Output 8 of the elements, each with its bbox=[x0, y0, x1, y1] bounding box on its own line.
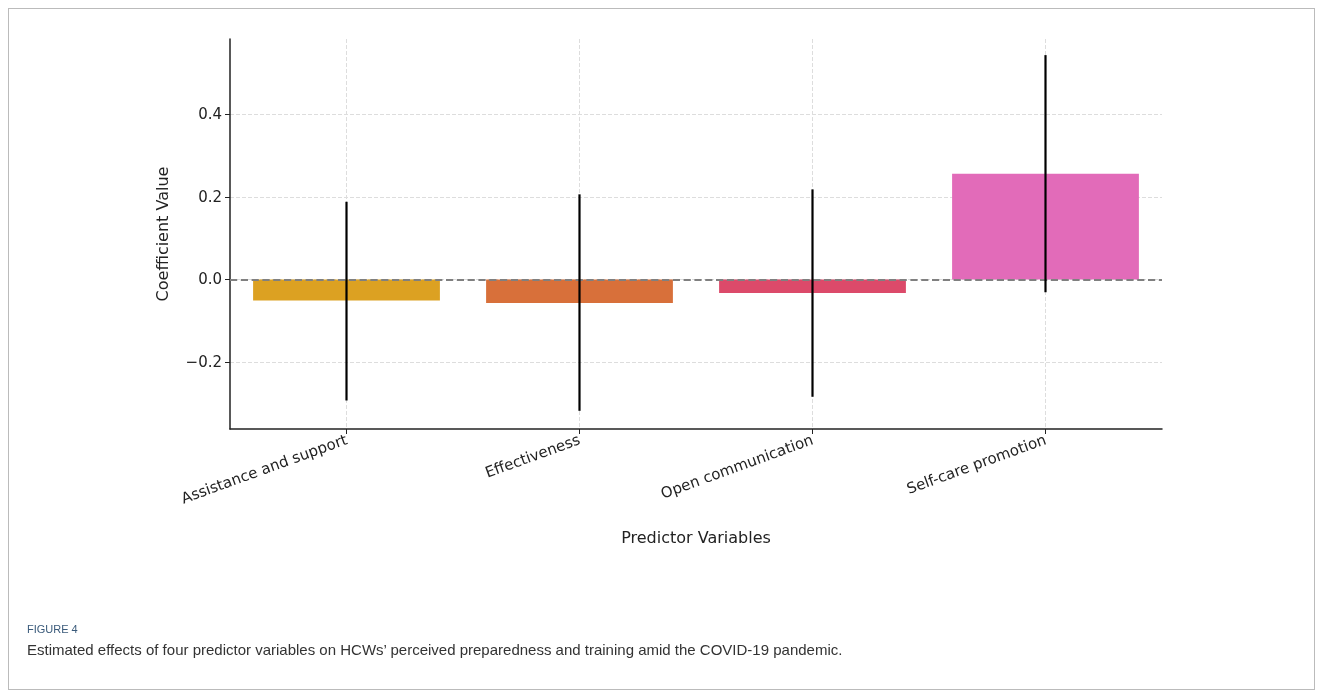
y-tick-label: 0.4 bbox=[198, 105, 222, 124]
y-axis-title: Coefficient Value bbox=[152, 166, 172, 302]
y-tick-label: 0.0 bbox=[198, 270, 222, 289]
y-tick-label: −0.2 bbox=[185, 353, 222, 372]
text: Estimated effects of four predictor variables on HCWs’ perceived preparedness and training amid the COVID-19 pandemic. bbox=[27, 641, 844, 658]
y-tick-label: 0.2 bbox=[198, 187, 222, 206]
x-axis-title: Predictor Variables bbox=[621, 527, 771, 547]
caption: FIGURE 4 bbox=[27, 623, 79, 635]
